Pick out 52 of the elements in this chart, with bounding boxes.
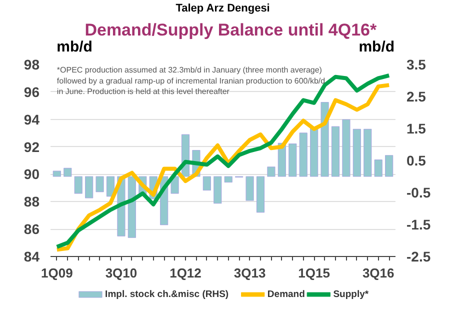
legend-label: Supply* <box>333 289 369 300</box>
bar <box>224 176 232 183</box>
x-tick-label: 3Q16 <box>362 266 394 280</box>
bar <box>288 144 297 177</box>
y-tick-label: 88 <box>24 194 40 210</box>
bar <box>331 126 340 177</box>
bar <box>320 102 329 177</box>
y2-tick-label: -0.5 <box>406 184 431 200</box>
y2-tick-label: 2.5 <box>406 88 426 104</box>
legend-label: Demand <box>267 289 306 300</box>
bar <box>52 170 61 177</box>
x-tick-label: 1Q09 <box>41 266 73 280</box>
legend-label: Impl. stock ch.&misc (RHS) <box>105 289 229 300</box>
y-tick-label: 92 <box>24 138 40 155</box>
bar <box>374 160 382 177</box>
x-tick-label: 1Q12 <box>170 266 202 280</box>
bar <box>364 128 372 177</box>
x-tick-label: 3Q10 <box>105 266 138 280</box>
x-tick-label: 3Q13 <box>234 266 266 280</box>
bar <box>342 119 350 177</box>
y2-tick-label: -2.5 <box>406 248 431 264</box>
chart-subtitle: Demand/Supply Balance until 4Q16* <box>84 20 378 40</box>
bar <box>202 176 211 191</box>
bar <box>256 176 265 213</box>
bar <box>96 176 104 192</box>
chart-title: Talep Arz Dengesi <box>176 2 270 14</box>
bar <box>64 168 72 177</box>
y-tick-label: 90 <box>24 166 40 182</box>
bar <box>74 176 82 194</box>
bar <box>128 176 136 238</box>
bar <box>246 176 254 201</box>
bar <box>299 132 308 177</box>
y2-axis-title: mb/d <box>358 38 395 56</box>
y-tick-label: 84 <box>24 248 40 264</box>
bar <box>85 176 94 198</box>
bar <box>267 166 276 177</box>
y2-tick-label: 3.5 <box>406 56 426 72</box>
bar <box>352 128 361 177</box>
bar <box>106 176 115 197</box>
bar <box>385 155 394 177</box>
x-tick-label: 1Q15 <box>298 266 330 280</box>
y2-tick-label: -1.5 <box>406 216 431 232</box>
y2-tick-label: 1.5 <box>406 120 426 136</box>
y-axis-title: mb/d <box>56 38 92 56</box>
y-tick-label: 98 <box>24 56 40 72</box>
y2-tick-label: 0.5 <box>406 152 426 168</box>
y-tick-label: 94 <box>24 111 40 128</box>
bar <box>214 176 222 204</box>
y-tick-label: 86 <box>24 221 40 238</box>
annotation: *OPEC production assumed at 32.3mb/d in January (three month average) followed by a gradual ramp-up of incremental Iranian production to 600/kb/d in June. Production is held at this level thereafter <box>56 66 326 96</box>
bar <box>310 128 318 177</box>
y-tick-label: 96 <box>24 84 40 100</box>
